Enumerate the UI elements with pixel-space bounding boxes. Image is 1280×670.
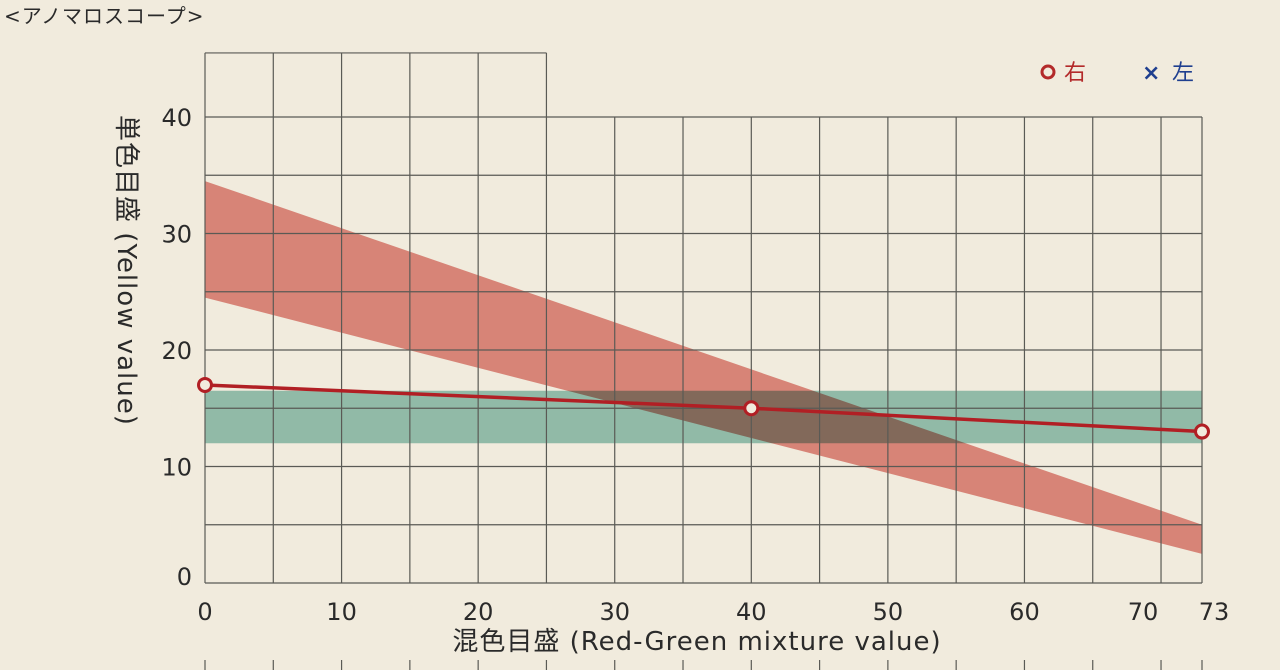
- y-axis-label: 単色目盛 (Yellow value): [111, 115, 141, 426]
- data-point-right: [197, 376, 213, 393]
- x-tick-label: 50: [873, 598, 904, 626]
- legend-left-marker: ×: [1142, 61, 1160, 86]
- green-horizontal-band: [205, 390, 1202, 444]
- grid: [204, 52, 1203, 670]
- x-axis-label: 混色目盛 (Red-Green mixture value): [452, 627, 941, 657]
- x-tick-label: 70: [1128, 598, 1159, 626]
- red-sloped-band: [205, 181, 1202, 554]
- legend-right-marker: [1040, 64, 1056, 80]
- y-tick-label: 20: [161, 337, 192, 365]
- legend-left-label: 左: [1172, 61, 1194, 86]
- x-tick-label: 20: [463, 598, 494, 626]
- x-tick-label: 10: [326, 598, 357, 626]
- x-tick-label: 73: [1199, 598, 1230, 626]
- range-bands: [205, 181, 1202, 554]
- y-tick-labels: 0 10 20 30 40: [161, 104, 192, 591]
- x-tick-label: 30: [599, 598, 630, 626]
- data-point-right: [743, 400, 760, 417]
- y-tick-label: 40: [161, 104, 192, 132]
- page-title: <アノマロスコープ>: [4, 4, 205, 28]
- y-tick-label: 10: [161, 454, 192, 482]
- data-points: [197, 376, 1210, 440]
- legend: 右 × 左: [1040, 61, 1194, 86]
- x-tick-label: 0: [197, 598, 212, 626]
- y-tick-label: 0: [177, 563, 192, 591]
- x-tick-label: 60: [1009, 598, 1040, 626]
- legend-right-label: 右: [1064, 61, 1086, 86]
- x-tick-labels: 0 10 20 30 40 50 60 70 73: [197, 598, 1229, 626]
- x-tick-label: 40: [736, 598, 767, 626]
- data-point-right: [1194, 423, 1210, 440]
- y-tick-label: 30: [161, 221, 192, 249]
